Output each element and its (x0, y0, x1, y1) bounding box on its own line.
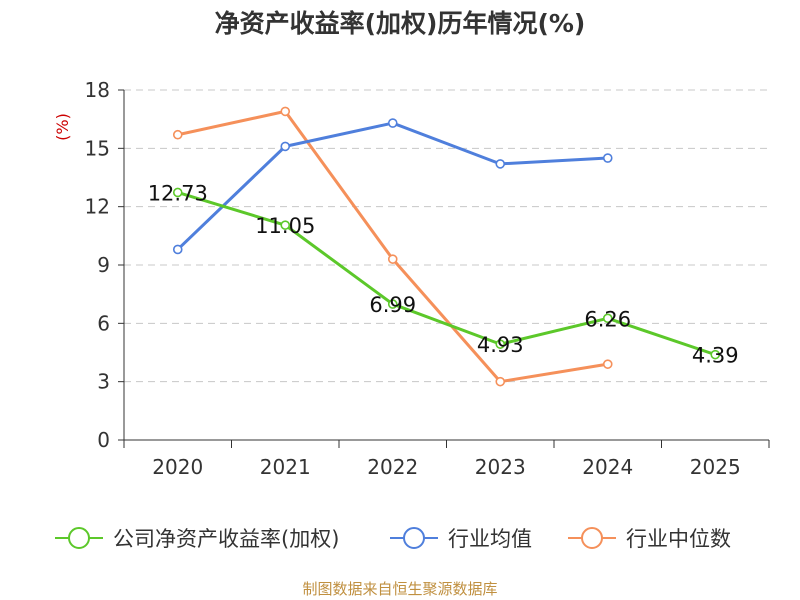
data-point (387, 254, 398, 264)
x-axis: 2020 2021 2022 2023 2024 2025 (123, 439, 770, 479)
legend-marker (581, 527, 603, 549)
data-point (710, 349, 721, 360)
data-point (495, 376, 506, 387)
data-point (602, 313, 613, 324)
data-label: 11.05 (255, 214, 315, 238)
data-label: 6.99 (369, 293, 416, 317)
data-point (172, 129, 183, 140)
data-labels: 12.73 11.05 6.99 4.93 6.26 4.39 (148, 181, 739, 367)
data-point (280, 141, 291, 152)
gridlines (124, 89, 769, 383)
legend: 公司净资产收益率(加权) 行业均值 行业中位数 (55, 527, 731, 551)
series-line (177, 191, 716, 357)
series-group (172, 106, 721, 387)
series-line (177, 109, 608, 384)
y-tick-label: 3 (97, 370, 110, 394)
x-tick-label: 2020 (152, 455, 203, 479)
y-tick-label: 0 (97, 428, 110, 452)
chart-title: 净资产收益率(加权)历年情况(%) (215, 9, 586, 38)
x-tick-label: 2024 (582, 455, 633, 479)
x-tick-label: 2022 (367, 455, 418, 479)
data-point (172, 187, 183, 198)
y-tick-label: 9 (97, 253, 110, 277)
legend-marker (403, 527, 425, 549)
x-tick-label: 2025 (690, 455, 741, 479)
y-tick-label: 15 (85, 136, 110, 160)
data-label: 6.26 (584, 307, 631, 331)
x-tick-label: 2023 (475, 455, 526, 479)
data-point (495, 339, 506, 349)
y-axis-unit: (%) (53, 113, 72, 141)
data-label: 4.93 (477, 333, 524, 357)
y-tick-label: 12 (85, 195, 110, 219)
data-point (602, 359, 613, 369)
y-axis: 0 3 6 9 12 15 18 (85, 78, 125, 452)
data-point (172, 244, 183, 255)
x-tick-label: 2021 (260, 455, 311, 479)
data-point (280, 106, 291, 117)
y-tick-label: 6 (97, 311, 110, 335)
data-point (387, 299, 398, 309)
legend-label: 行业中位数 (626, 527, 731, 551)
legend-marker (68, 527, 90, 549)
source-note: 制图数据来自恒生聚源数据库 (302, 580, 497, 598)
series-line (176, 121, 608, 251)
data-label: 4.39 (692, 344, 739, 368)
y-tick-label: 18 (85, 78, 110, 102)
data-point (387, 118, 398, 128)
legend-label: 行业均值 (448, 527, 532, 551)
data-label: 12.73 (148, 181, 208, 205)
data-point (280, 220, 291, 230)
legend-label: 公司净资产收益率(加权) (113, 527, 339, 551)
data-point (602, 153, 613, 163)
data-point (495, 159, 506, 169)
